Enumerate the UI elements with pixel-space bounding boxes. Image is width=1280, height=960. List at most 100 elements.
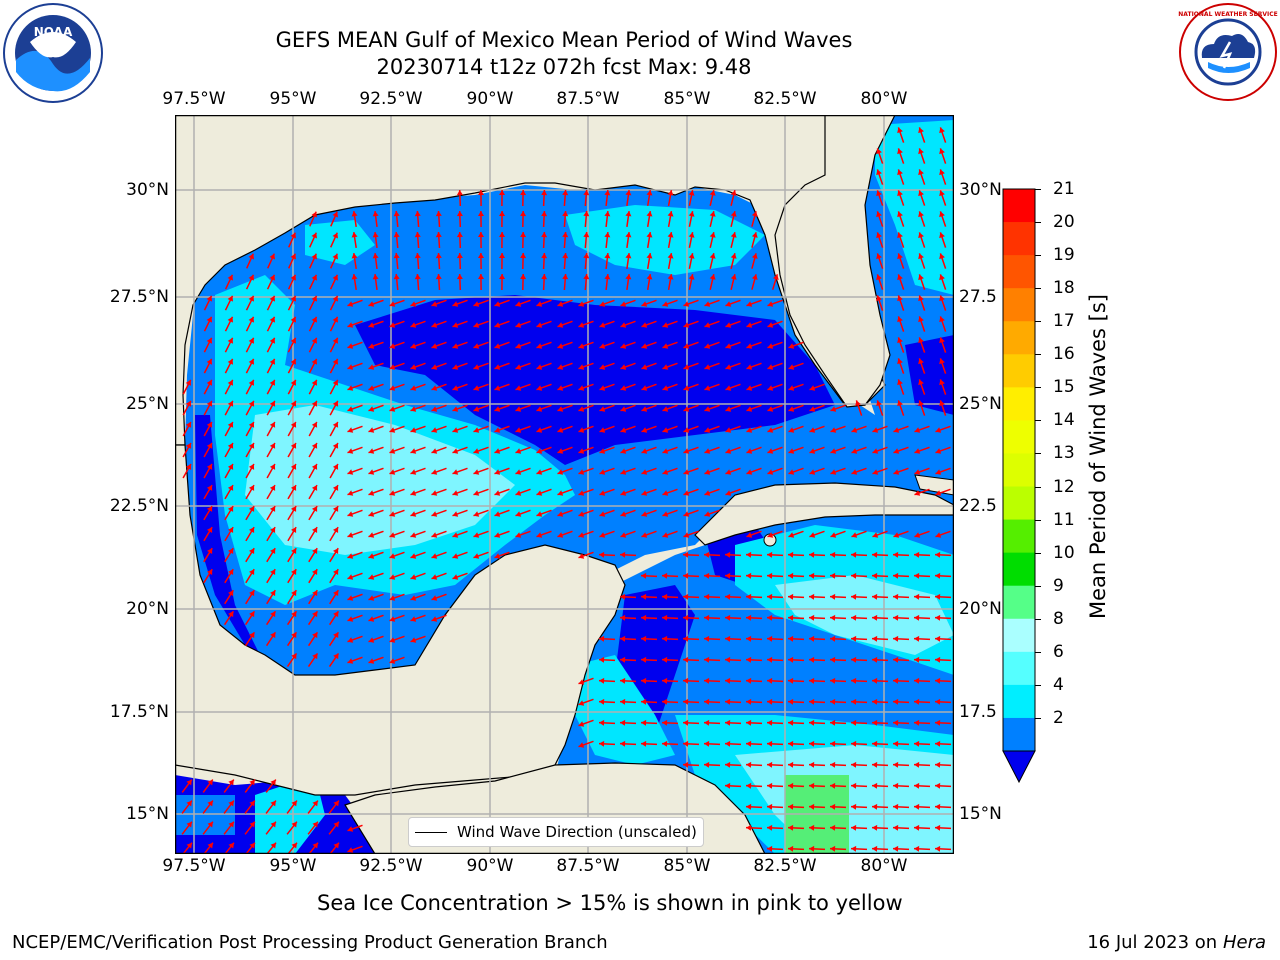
wind-wave-arrowhead	[662, 677, 668, 684]
chart-title: GEFS MEAN Gulf of Mexico Mean Period of …	[275, 28, 853, 52]
wind-wave-arrowhead	[207, 800, 213, 807]
colorbar-cell	[1003, 354, 1035, 388]
wind-wave-arrowhead	[620, 364, 627, 370]
wind-wave-arrowhead	[851, 803, 857, 810]
wind-wave-arrowhead	[499, 253, 505, 258]
lon-tick-top: 87.5°W	[556, 89, 620, 109]
wind-wave-arrowhead	[291, 527, 297, 533]
wind-wave-arrowhead	[410, 511, 417, 517]
wind-wave-arrowhead	[249, 821, 255, 828]
wind-wave-arrowhead	[939, 232, 945, 239]
wind-wave-arrowhead	[207, 548, 213, 554]
wind-wave-arrowhead	[704, 511, 711, 517]
wind-wave-arrowhead	[311, 274, 317, 281]
wind-wave-arrowhead	[935, 761, 941, 768]
wind-wave-arrowhead	[347, 658, 354, 664]
wind-wave-arrowhead	[290, 485, 297, 491]
wind-wave-arrowhead	[557, 490, 564, 496]
wind-wave-arrowhead	[347, 301, 354, 307]
wind-wave-arrowhead	[227, 358, 233, 365]
wind-wave-arrowhead	[578, 553, 585, 559]
wind-wave-arrowhead	[583, 211, 590, 217]
wind-wave-arrowhead	[914, 469, 921, 475]
wind-wave-arrowhead	[312, 842, 318, 849]
colorbar-tick-mark	[1035, 321, 1041, 323]
wind-wave-arrowhead	[347, 532, 354, 538]
wind-wave-arrowhead	[788, 572, 794, 579]
wind-wave-arrowhead	[939, 169, 945, 176]
wind-wave-arrowhead	[389, 364, 396, 370]
wind-wave-arrowhead	[347, 637, 354, 643]
wind-wave-arrowhead	[893, 740, 899, 747]
wind-wave-arrowhead	[368, 553, 375, 559]
wind-wave-arrowhead	[725, 698, 731, 705]
wind-wave-arrowhead	[520, 190, 527, 196]
wind-wave-arrowhead	[269, 316, 275, 323]
wind-wave-arrowhead	[746, 469, 753, 475]
wind-wave-arrowhead	[347, 343, 354, 349]
wind-wave-arrowhead	[389, 616, 396, 622]
wind-wave-arrowhead	[667, 190, 674, 196]
wind-wave-arrowhead	[291, 632, 297, 639]
wind-wave-arrowhead	[872, 782, 878, 789]
wind-wave-arrowhead	[683, 656, 689, 663]
wind-wave-arrowhead	[809, 614, 815, 621]
wind-wave-arrowhead	[688, 232, 695, 238]
wind-wave-arrowhead	[499, 190, 505, 195]
wind-wave-arrowhead	[704, 406, 711, 412]
wind-wave-arrowhead	[435, 211, 442, 217]
wind-wave-arrowhead	[918, 232, 924, 239]
wind-wave-arrowhead	[599, 469, 606, 475]
wind-wave-arrowhead	[494, 301, 501, 307]
wind-wave-arrowhead	[536, 301, 543, 307]
wind-wave-arrowhead	[536, 490, 543, 496]
wind-wave-arrowhead	[515, 532, 522, 538]
wind-wave-arrowhead	[368, 637, 375, 643]
wind-wave-arrowhead	[830, 551, 836, 558]
lon-tick-top: 95°W	[269, 89, 317, 109]
wind-wave-arrowhead	[709, 211, 716, 217]
colorbar-cell	[1003, 684, 1035, 719]
wind-wave-arrowhead	[410, 490, 417, 496]
wind-wave-arrowhead	[876, 232, 882, 239]
wind-wave-arrowhead	[541, 232, 548, 238]
wind-wave-arrowhead	[452, 322, 459, 328]
wind-wave-arrowhead	[662, 572, 668, 579]
wind-wave-arrowhead	[918, 337, 924, 344]
wind-wave-arrowhead	[368, 574, 375, 580]
wind-wave-arrowhead	[662, 469, 669, 475]
wind-wave-arrowhead	[270, 842, 276, 849]
wind-wave-arrowhead	[206, 506, 213, 512]
wind-wave-arrowhead	[452, 511, 459, 517]
wind-wave-arrowhead	[557, 511, 564, 517]
wind-wave-arrowhead	[851, 656, 857, 663]
wind-wave-arrowhead	[478, 232, 484, 237]
wind-wave-arrowhead	[641, 677, 647, 684]
wind-wave-arrowhead	[494, 490, 501, 496]
wind-wave-arrowhead	[730, 253, 737, 259]
wind-wave-arrowhead	[248, 400, 255, 407]
wind-wave-arrowhead	[830, 761, 836, 768]
colorbar-cell	[1003, 255, 1035, 289]
wind-wave-arrowhead	[641, 698, 647, 705]
date-stamp: 16 Jul 2023 on Hera	[1087, 932, 1266, 953]
wind-wave-arrowhead	[578, 679, 585, 685]
wind-wave-arrowhead	[872, 698, 878, 705]
wind-wave-arrowhead	[351, 211, 358, 217]
wind-wave-arrowhead	[897, 295, 903, 302]
wind-wave-arrowhead	[788, 532, 795, 538]
wind-wave-arrowhead	[599, 532, 606, 538]
wind-wave-arrowhead	[788, 406, 795, 412]
wind-wave-arrowhead	[227, 379, 233, 386]
wind-wave-arrowhead	[456, 211, 463, 217]
lon-tick-bottom: 80°W	[860, 856, 908, 876]
map-frame	[175, 115, 954, 854]
wind-wave-arrowhead	[935, 824, 941, 831]
wind-wave-arrowhead	[473, 511, 480, 517]
wind-wave-arrowhead	[604, 190, 611, 196]
wind-wave-arrowhead	[893, 551, 899, 558]
wind-wave-arrowhead	[473, 553, 480, 559]
wind-wave-arrowhead	[683, 551, 689, 558]
wind-wave-arrowhead	[725, 740, 731, 747]
wind-wave-arrowhead	[662, 406, 669, 412]
